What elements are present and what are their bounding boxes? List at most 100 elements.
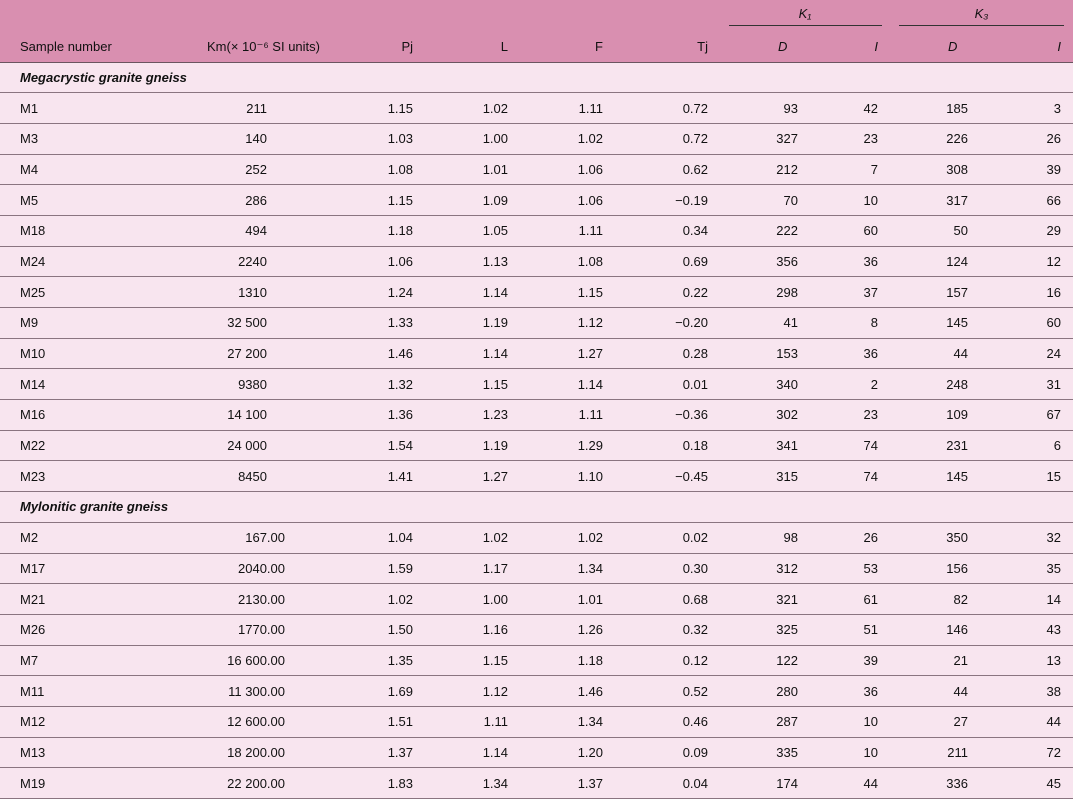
sample-cell: M23 bbox=[20, 468, 46, 484]
value-cell: 1.10 bbox=[577, 468, 603, 484]
value-cell: 153 bbox=[776, 346, 798, 362]
value-cell: 1.16 bbox=[482, 622, 508, 638]
value-cell: 1.50 bbox=[387, 622, 413, 638]
data-row: M26 1770.00 1.50 1.16 1.26 0.32 325 51 146 43 bbox=[0, 614, 1073, 646]
column-header: Pj bbox=[401, 39, 413, 55]
data-row: M14 9380 1.32 1.15 1.14 0.01 340 2 248 31 bbox=[0, 368, 1073, 400]
sample-cell: M17 bbox=[20, 560, 46, 576]
value-cell: 44 bbox=[863, 775, 878, 791]
sample-cell: M22 bbox=[20, 438, 46, 454]
value-cell: 3 bbox=[1053, 100, 1062, 116]
value-cell: 0.52 bbox=[682, 683, 708, 699]
value-cell: 26 bbox=[1046, 131, 1062, 147]
value-cell: 2240 bbox=[238, 253, 267, 269]
value-cell: 15 bbox=[1046, 468, 1062, 484]
value-cell: 22 200.00 bbox=[227, 775, 285, 791]
table-header: K₁ K₃ Sample number Km(× 10⁻⁶ SI units) … bbox=[0, 0, 1073, 62]
value-cell: 145 bbox=[946, 315, 968, 331]
value-cell: 8 bbox=[870, 315, 878, 331]
value-cell: 1.00 bbox=[482, 591, 508, 607]
data-row: M1 211 1.15 1.02 1.11 0.72 93 42 185 3 bbox=[0, 92, 1073, 124]
value-cell: 2 bbox=[870, 376, 878, 392]
value-cell: 1.59 bbox=[387, 560, 413, 576]
value-cell: 1.46 bbox=[577, 683, 603, 699]
data-row: M3 140 1.03 1.00 1.02 0.72 327 23 226 26 bbox=[0, 123, 1073, 155]
value-cell: 287 bbox=[776, 714, 798, 730]
value-cell: 286 bbox=[245, 192, 267, 208]
value-cell: 24 000 bbox=[227, 438, 267, 454]
value-cell: 44 bbox=[1046, 714, 1062, 730]
data-row: M4 252 1.08 1.01 1.06 0.62 212 7 308 39 bbox=[0, 154, 1073, 185]
value-cell: 27 200 bbox=[227, 346, 267, 362]
value-cell: 280 bbox=[776, 683, 798, 699]
value-cell: 13 bbox=[1046, 652, 1062, 668]
value-cell: 248 bbox=[946, 376, 968, 392]
value-cell: 24 bbox=[1046, 346, 1062, 362]
value-cell: −0.45 bbox=[675, 468, 708, 484]
value-cell: 32 bbox=[1046, 530, 1062, 546]
value-cell: 1.37 bbox=[577, 775, 603, 791]
sample-cell: M10 bbox=[20, 346, 46, 362]
data-row: M5 286 1.15 1.09 1.06 −0.19 70 10 317 66 bbox=[0, 184, 1073, 216]
value-cell: 6 bbox=[1053, 438, 1062, 454]
value-cell: 156 bbox=[946, 560, 968, 576]
value-cell: 1.26 bbox=[577, 622, 603, 638]
value-cell: 42 bbox=[863, 100, 878, 116]
value-cell: 1.11 bbox=[578, 223, 603, 239]
value-cell: 140 bbox=[245, 131, 267, 147]
sample-cell: M21 bbox=[20, 591, 46, 607]
value-cell: 26 bbox=[863, 530, 878, 546]
value-cell: 1.08 bbox=[387, 161, 413, 177]
value-cell: 1.15 bbox=[577, 284, 603, 300]
value-cell: 1.15 bbox=[387, 192, 413, 208]
value-cell: 0.32 bbox=[682, 622, 708, 638]
value-cell: 0.22 bbox=[682, 284, 708, 300]
value-cell: 1.02 bbox=[577, 131, 603, 147]
value-cell: 1.14 bbox=[482, 744, 508, 760]
value-cell: 335 bbox=[776, 744, 798, 760]
value-cell: 308 bbox=[946, 161, 968, 177]
value-cell: 36 bbox=[863, 253, 878, 269]
data-row: M24 2240 1.06 1.13 1.08 0.69 356 36 124 12 bbox=[0, 246, 1073, 277]
value-cell: 1.19 bbox=[482, 438, 508, 454]
value-cell: 1.02 bbox=[577, 530, 603, 546]
column-header: D bbox=[778, 39, 788, 55]
value-cell: 212 bbox=[776, 161, 798, 177]
data-row: M10 27 200 1.46 1.14 1.27 0.28 153 36 44 24 bbox=[0, 338, 1073, 369]
value-cell: 222 bbox=[776, 223, 798, 239]
value-cell: 2040.00 bbox=[238, 560, 285, 576]
value-cell: 1.09 bbox=[482, 192, 508, 208]
value-cell: 2130.00 bbox=[238, 591, 285, 607]
value-cell: 226 bbox=[946, 131, 968, 147]
value-cell: 146 bbox=[946, 622, 968, 638]
value-cell: 61 bbox=[863, 591, 878, 607]
group-header: K₃ bbox=[899, 6, 1064, 26]
value-cell: 1.15 bbox=[482, 376, 508, 392]
column-header: L bbox=[500, 39, 508, 55]
value-cell: 38 bbox=[1046, 683, 1062, 699]
value-cell: 1.19 bbox=[482, 315, 508, 331]
value-cell: 93 bbox=[783, 100, 798, 116]
value-cell: 1.01 bbox=[482, 161, 508, 177]
sample-cell: M5 bbox=[20, 192, 39, 208]
value-cell: 1.05 bbox=[482, 223, 508, 239]
value-cell: 60 bbox=[863, 223, 878, 239]
value-cell: 1.35 bbox=[387, 652, 413, 668]
value-cell: −0.20 bbox=[675, 315, 708, 331]
value-cell: 10 bbox=[863, 744, 878, 760]
value-cell: 174 bbox=[776, 775, 798, 791]
data-row: M21 2130.00 1.02 1.00 1.01 0.68 321 61 82 14 bbox=[0, 583, 1073, 615]
value-cell: 7 bbox=[870, 161, 878, 177]
column-header: I bbox=[874, 39, 878, 55]
value-cell: 44 bbox=[953, 683, 968, 699]
table-body: Megacrystic granite gneiss M1 211 1.15 1.02 1… bbox=[0, 62, 1073, 799]
value-cell: 1.12 bbox=[482, 683, 508, 699]
value-cell: 1.06 bbox=[387, 253, 413, 269]
value-cell: 315 bbox=[776, 468, 798, 484]
value-cell: 1.18 bbox=[387, 223, 413, 239]
value-cell: 39 bbox=[1046, 161, 1062, 177]
value-cell: 27 bbox=[953, 714, 968, 730]
value-cell: 44 bbox=[953, 346, 968, 362]
